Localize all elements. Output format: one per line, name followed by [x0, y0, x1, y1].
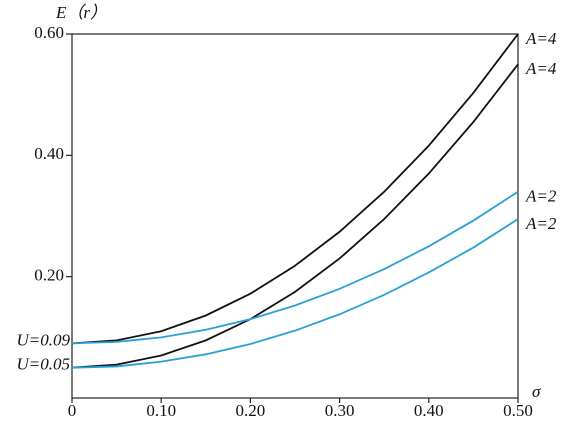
series-line: [71, 218, 519, 369]
x-tick-label: 0.50: [503, 401, 533, 420]
y-tick-label: 0.20: [34, 266, 64, 285]
annotation: U=0.05: [17, 355, 71, 374]
series-line: [71, 190, 519, 345]
series-label: A=4: [525, 59, 557, 78]
annotation: U=0.09: [17, 330, 71, 349]
x-tick-label: 0: [68, 401, 77, 420]
y-axis-label: E（r）: [55, 3, 107, 22]
y-tick-label: 0.60: [34, 23, 64, 42]
plot-frame: [71, 33, 519, 399]
series-label: A=2: [525, 187, 557, 206]
x-axis-label: σ: [532, 382, 541, 401]
x-tick-label: 0.30: [325, 401, 355, 420]
series-label: A=4: [525, 29, 557, 48]
x-tick-label: 0.20: [236, 401, 266, 420]
series-line: [71, 63, 519, 369]
x-tick-label: 0.40: [414, 401, 444, 420]
series-line: [71, 33, 519, 345]
series-label: A=2: [525, 214, 557, 233]
y-tick-label: 0.40: [34, 144, 64, 163]
x-tick-label: 0.10: [146, 401, 176, 420]
